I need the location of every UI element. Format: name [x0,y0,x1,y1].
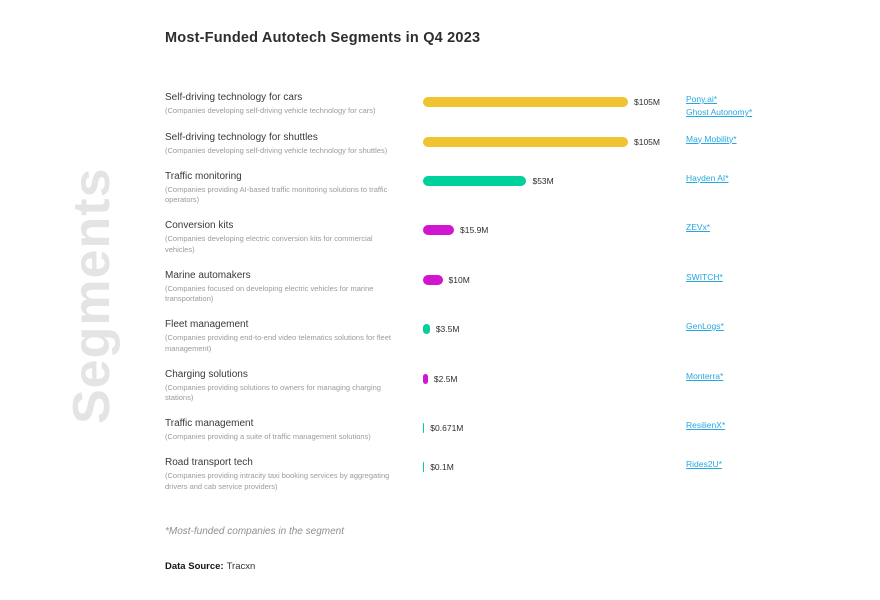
funding-bar [423,274,443,285]
company-links: May Mobility* [686,132,860,144]
company-link[interactable]: SWITCH* [686,271,723,282]
company-links: ZEVx* [686,220,860,232]
segment-row: Conversion kits (Companies developing ele… [165,220,860,255]
bar-cell: $0.1M [423,457,686,472]
company-links: Monterra* [686,369,860,381]
segment-description: (Companies focused on developing electri… [165,283,374,304]
funding-bar [423,423,425,433]
segment-info: Marine automakers (Companies focused on d… [165,270,423,305]
segment-info: Traffic management (Companies providing a… [165,418,423,443]
funding-value: $105M [634,136,660,147]
segment-description: (Companies providing intracity taxi book… [165,471,390,491]
company-links: GenLogs* [686,319,860,331]
funding-bar [423,462,425,472]
company-links: Hayden AI* [686,171,860,183]
funding-value: $2.5M [433,373,458,384]
segment-name: Marine automakers [165,269,251,281]
company-link[interactable]: ResilienX* [686,420,726,430]
bar-cell: $105M [423,132,686,147]
company-link[interactable]: Rides2U* [686,459,722,469]
segment-row: Traffic monitoring (Companies providing A… [165,171,860,206]
segment-row: Road transport tech (Companies providing … [165,457,860,492]
segment-name: Self-driving technology for shuttles [165,131,318,143]
segment-description: (Companies providing AI-based traffic mo… [165,184,388,205]
segment-name: Fleet management [165,319,249,330]
bar-cell: $53M [423,171,686,186]
bar-cell: $0.671M [423,418,686,433]
segment-description: (Companies providing end-to-end video te… [165,333,391,353]
company-link[interactable]: Ghost Autonomy* [686,107,753,117]
content-area: Most-Funded Autotech Segments in Q4 2023… [165,30,860,572]
bar-cell: $105M [423,92,686,107]
bar-cell: $2.5M [423,369,686,384]
funding-value: $10M [448,274,470,285]
segment-description: (Companies developing electric conversio… [165,234,373,254]
segment-info: Self-driving technology for cars (Compani… [165,92,423,117]
page-title: Most-Funded Autotech Segments in Q4 2023 [165,30,481,46]
funding-bar [423,373,428,384]
funding-bar [423,324,430,334]
company-links: Pony.ai* Ghost Autonomy* [686,92,860,117]
funding-value: $53M [532,175,554,186]
segment-description: (Companies providing a suite of traffic … [165,432,371,441]
company-link[interactable]: Pony.ai* [686,94,718,104]
funding-bar [423,136,628,147]
segment-info: Traffic monitoring (Companies providing A… [165,171,423,206]
footnote: *Most-funded companies in the segment [165,526,344,537]
segment-row: Charging solutions (Companies providing s… [165,369,860,404]
segment-rows: Self-driving technology for cars (Compani… [165,92,860,492]
data-source-value: Tracxn [226,561,256,572]
company-link[interactable]: Hayden AI* [686,172,729,183]
segment-info: Road transport tech (Companies providing … [165,457,423,492]
bar-cell: $15.9M [423,220,686,235]
segment-name: Conversion kits [165,220,234,231]
bar-cell: $10M [423,270,686,285]
segment-name: Traffic monitoring [165,170,242,182]
funding-value: $3.5M [435,324,460,334]
funding-value: $105M [634,97,660,107]
company-links: ResilienX* [686,418,860,430]
segment-row: Fleet management (Companies providing end… [165,319,860,354]
segment-name: Road transport tech [165,457,253,468]
funding-value: $0.1M [430,462,454,472]
data-source: Data Source: Tracxn [165,561,860,572]
company-link[interactable]: May Mobility* [686,133,737,144]
segment-description: (Companies developing self-driving vehic… [165,106,376,115]
company-link[interactable]: GenLogs* [686,321,724,331]
segment-info: Fleet management (Companies providing end… [165,319,423,354]
funding-bar [423,175,527,186]
funding-bar [423,97,628,107]
company-link[interactable]: ZEVx* [686,222,711,232]
data-source-label: Data Source: [165,561,224,572]
segment-row: Traffic management (Companies providing a… [165,418,860,443]
segment-name: Charging solutions [165,368,248,380]
segment-info: Charging solutions (Companies providing s… [165,369,423,404]
company-links: SWITCH* [686,270,860,282]
company-link[interactable]: Monterra* [686,370,724,381]
segment-info: Conversion kits (Companies developing ele… [165,220,423,255]
segment-name: Traffic management [165,418,254,429]
segment-info: Self-driving technology for shuttles (Com… [165,132,423,157]
segment-row: Marine automakers (Companies focused on d… [165,270,860,305]
funding-bar [423,225,455,235]
segment-description: (Companies providing solutions to owners… [165,382,381,403]
segment-row: Self-driving technology for cars (Compani… [165,92,860,117]
segment-name: Self-driving technology for cars [165,92,303,103]
segment-row: Self-driving technology for shuttles (Com… [165,132,860,157]
company-links: Rides2U* [686,457,860,469]
bar-cell: $3.5M [423,319,686,334]
segment-description: (Companies developing self-driving vehic… [165,145,388,155]
funding-value: $15.9M [460,225,489,235]
funding-value: $0.671M [430,423,464,433]
